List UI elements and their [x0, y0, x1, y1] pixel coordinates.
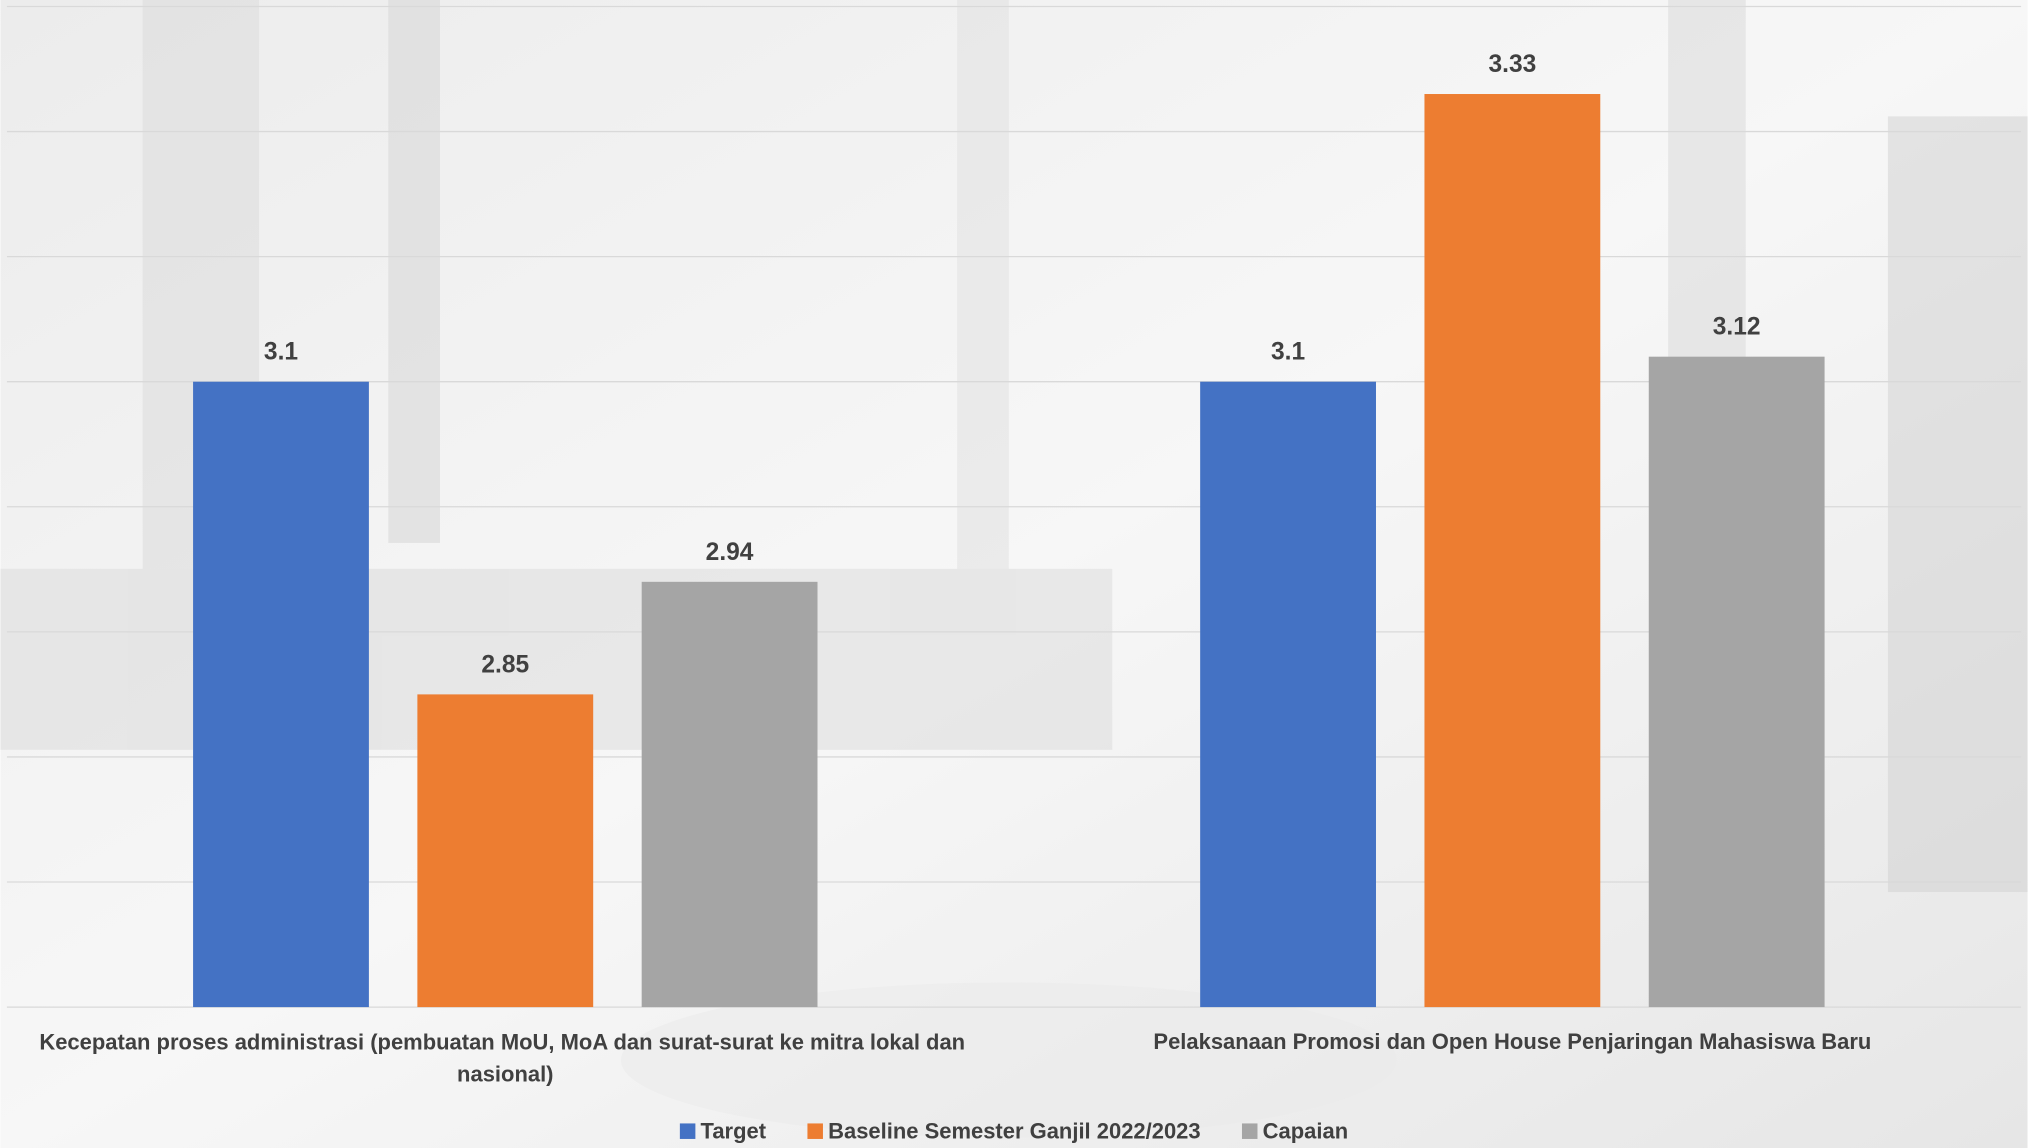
legend-label: Capaian [1263, 1118, 1348, 1143]
data-label: 3.33 [1488, 51, 1536, 78]
legend-swatch [807, 1123, 823, 1139]
x-tick-label: Pelaksanaan Promosi dan Open House Penja… [1153, 1029, 1871, 1054]
data-label: 2.94 [706, 539, 754, 566]
bar [193, 381, 369, 1008]
bar [641, 581, 818, 1008]
data-label: 2.85 [481, 651, 529, 678]
bar [1200, 381, 1376, 1008]
legend-label: Baseline Semester Ganjil 2022/2023 [828, 1118, 1200, 1143]
bar [1424, 94, 1601, 1008]
bar [1648, 356, 1825, 1008]
legend-swatch [1241, 1123, 1258, 1139]
bar [417, 694, 594, 1008]
x-tick-label: Kecepatan proses administrasi (pembuatan… [39, 1029, 971, 1086]
legend-label: Target [701, 1118, 767, 1143]
data-label: 3.12 [1713, 314, 1761, 341]
data-label: 3.1 [264, 339, 298, 366]
legend: Target Baseline Semester Ganjil 2022/2023… [679, 1118, 1348, 1143]
legend-swatch [679, 1123, 696, 1139]
data-label: 3.1 [1271, 339, 1305, 366]
